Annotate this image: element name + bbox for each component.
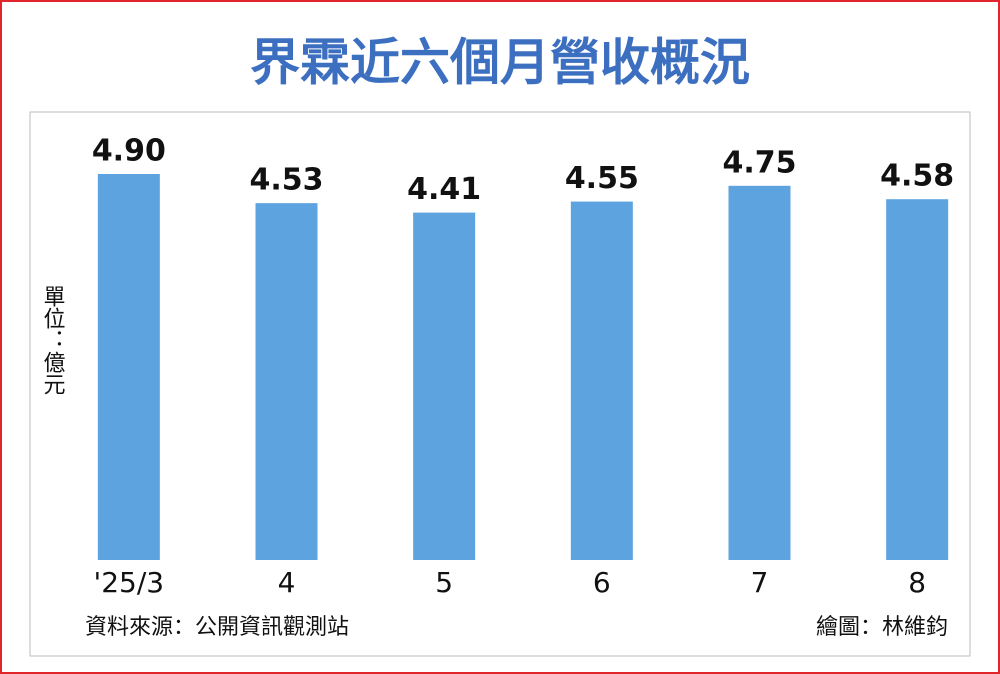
y-axis-label: 單位：億元 [40,285,66,395]
bar [570,201,633,561]
x-tick-label: 5 [435,566,453,599]
x-tick-label: 7 [751,566,769,599]
bar [886,199,949,560]
value-label: 4.55 [565,161,639,196]
credit: 繪圖：林維鈞 [816,615,948,640]
x-tick-label: 4 [278,566,296,599]
plot-frame [29,111,971,657]
x-tick-label: 6 [593,566,611,599]
value-label: 4.53 [249,163,323,198]
value-label: 4.75 [722,145,796,180]
bar [728,185,791,560]
bar [413,212,476,560]
bar [255,203,318,560]
value-label: 4.58 [880,159,954,194]
value-label: 4.41 [407,172,481,207]
bar [97,174,160,560]
x-tick-label: 8 [908,566,926,599]
value-label: 4.90 [92,134,166,169]
chart-title: 界霖近六個月營收概況 [250,34,750,92]
source: 資料來源：公開資訊觀測站 [85,615,349,640]
x-tick-label: '25/3 [94,566,165,599]
